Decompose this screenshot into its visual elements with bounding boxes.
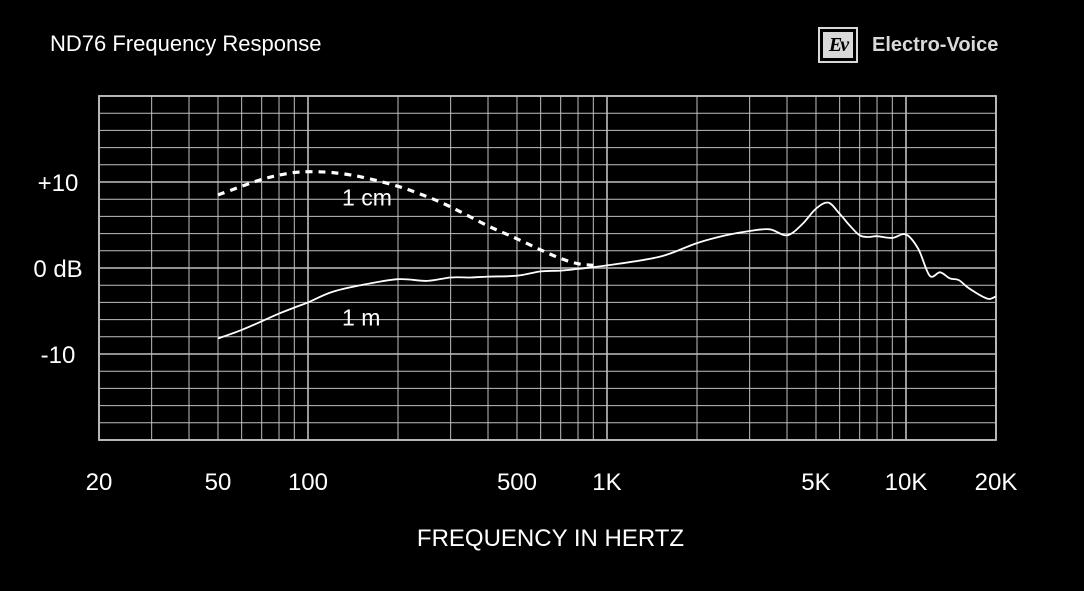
plot-frame bbox=[98, 95, 997, 441]
brand-name: Electro-Voice bbox=[872, 33, 999, 56]
x-tick-label: 20K bbox=[975, 469, 1018, 496]
x-tick-label: 5K bbox=[801, 469, 830, 496]
x-tick-label: 500 bbox=[497, 469, 537, 496]
series-layer bbox=[217, 170, 997, 340]
series-annotation-label: 1 cm bbox=[342, 184, 392, 210]
x-tick-label: 100 bbox=[288, 469, 328, 496]
brand-logo-mark: Ev bbox=[823, 32, 853, 58]
x-tick-label: 50 bbox=[205, 469, 232, 496]
x-tick-label: 1K bbox=[592, 469, 621, 496]
grid-minor-lines bbox=[99, 96, 996, 440]
y-tick-label: -10 bbox=[41, 342, 76, 369]
brand: Ev Electro-Voice bbox=[818, 25, 998, 65]
series-line-1m bbox=[217, 201, 997, 340]
y-axis-ticks: +10 0 dB -10 bbox=[33, 170, 82, 369]
x-axis-ticks: 20 50 100 500 1K 5K 10K 20K bbox=[86, 469, 1018, 496]
x-axis-label: FREQUENCY IN HERTZ bbox=[417, 525, 684, 552]
x-tick-label: 10K bbox=[885, 469, 928, 496]
series-line-1cm bbox=[217, 170, 594, 267]
series-annotation-label: 1 m bbox=[342, 305, 380, 331]
electro-voice-logo-icon: Ev bbox=[818, 27, 858, 63]
y-tick-label: +10 bbox=[38, 170, 79, 197]
annotation-layer: 1 cm 1 m bbox=[342, 184, 392, 330]
x-tick-label: 20 bbox=[86, 469, 113, 496]
chart-title: ND76 Frequency Response bbox=[50, 31, 322, 56]
y-tick-label: 0 dB bbox=[33, 256, 82, 283]
